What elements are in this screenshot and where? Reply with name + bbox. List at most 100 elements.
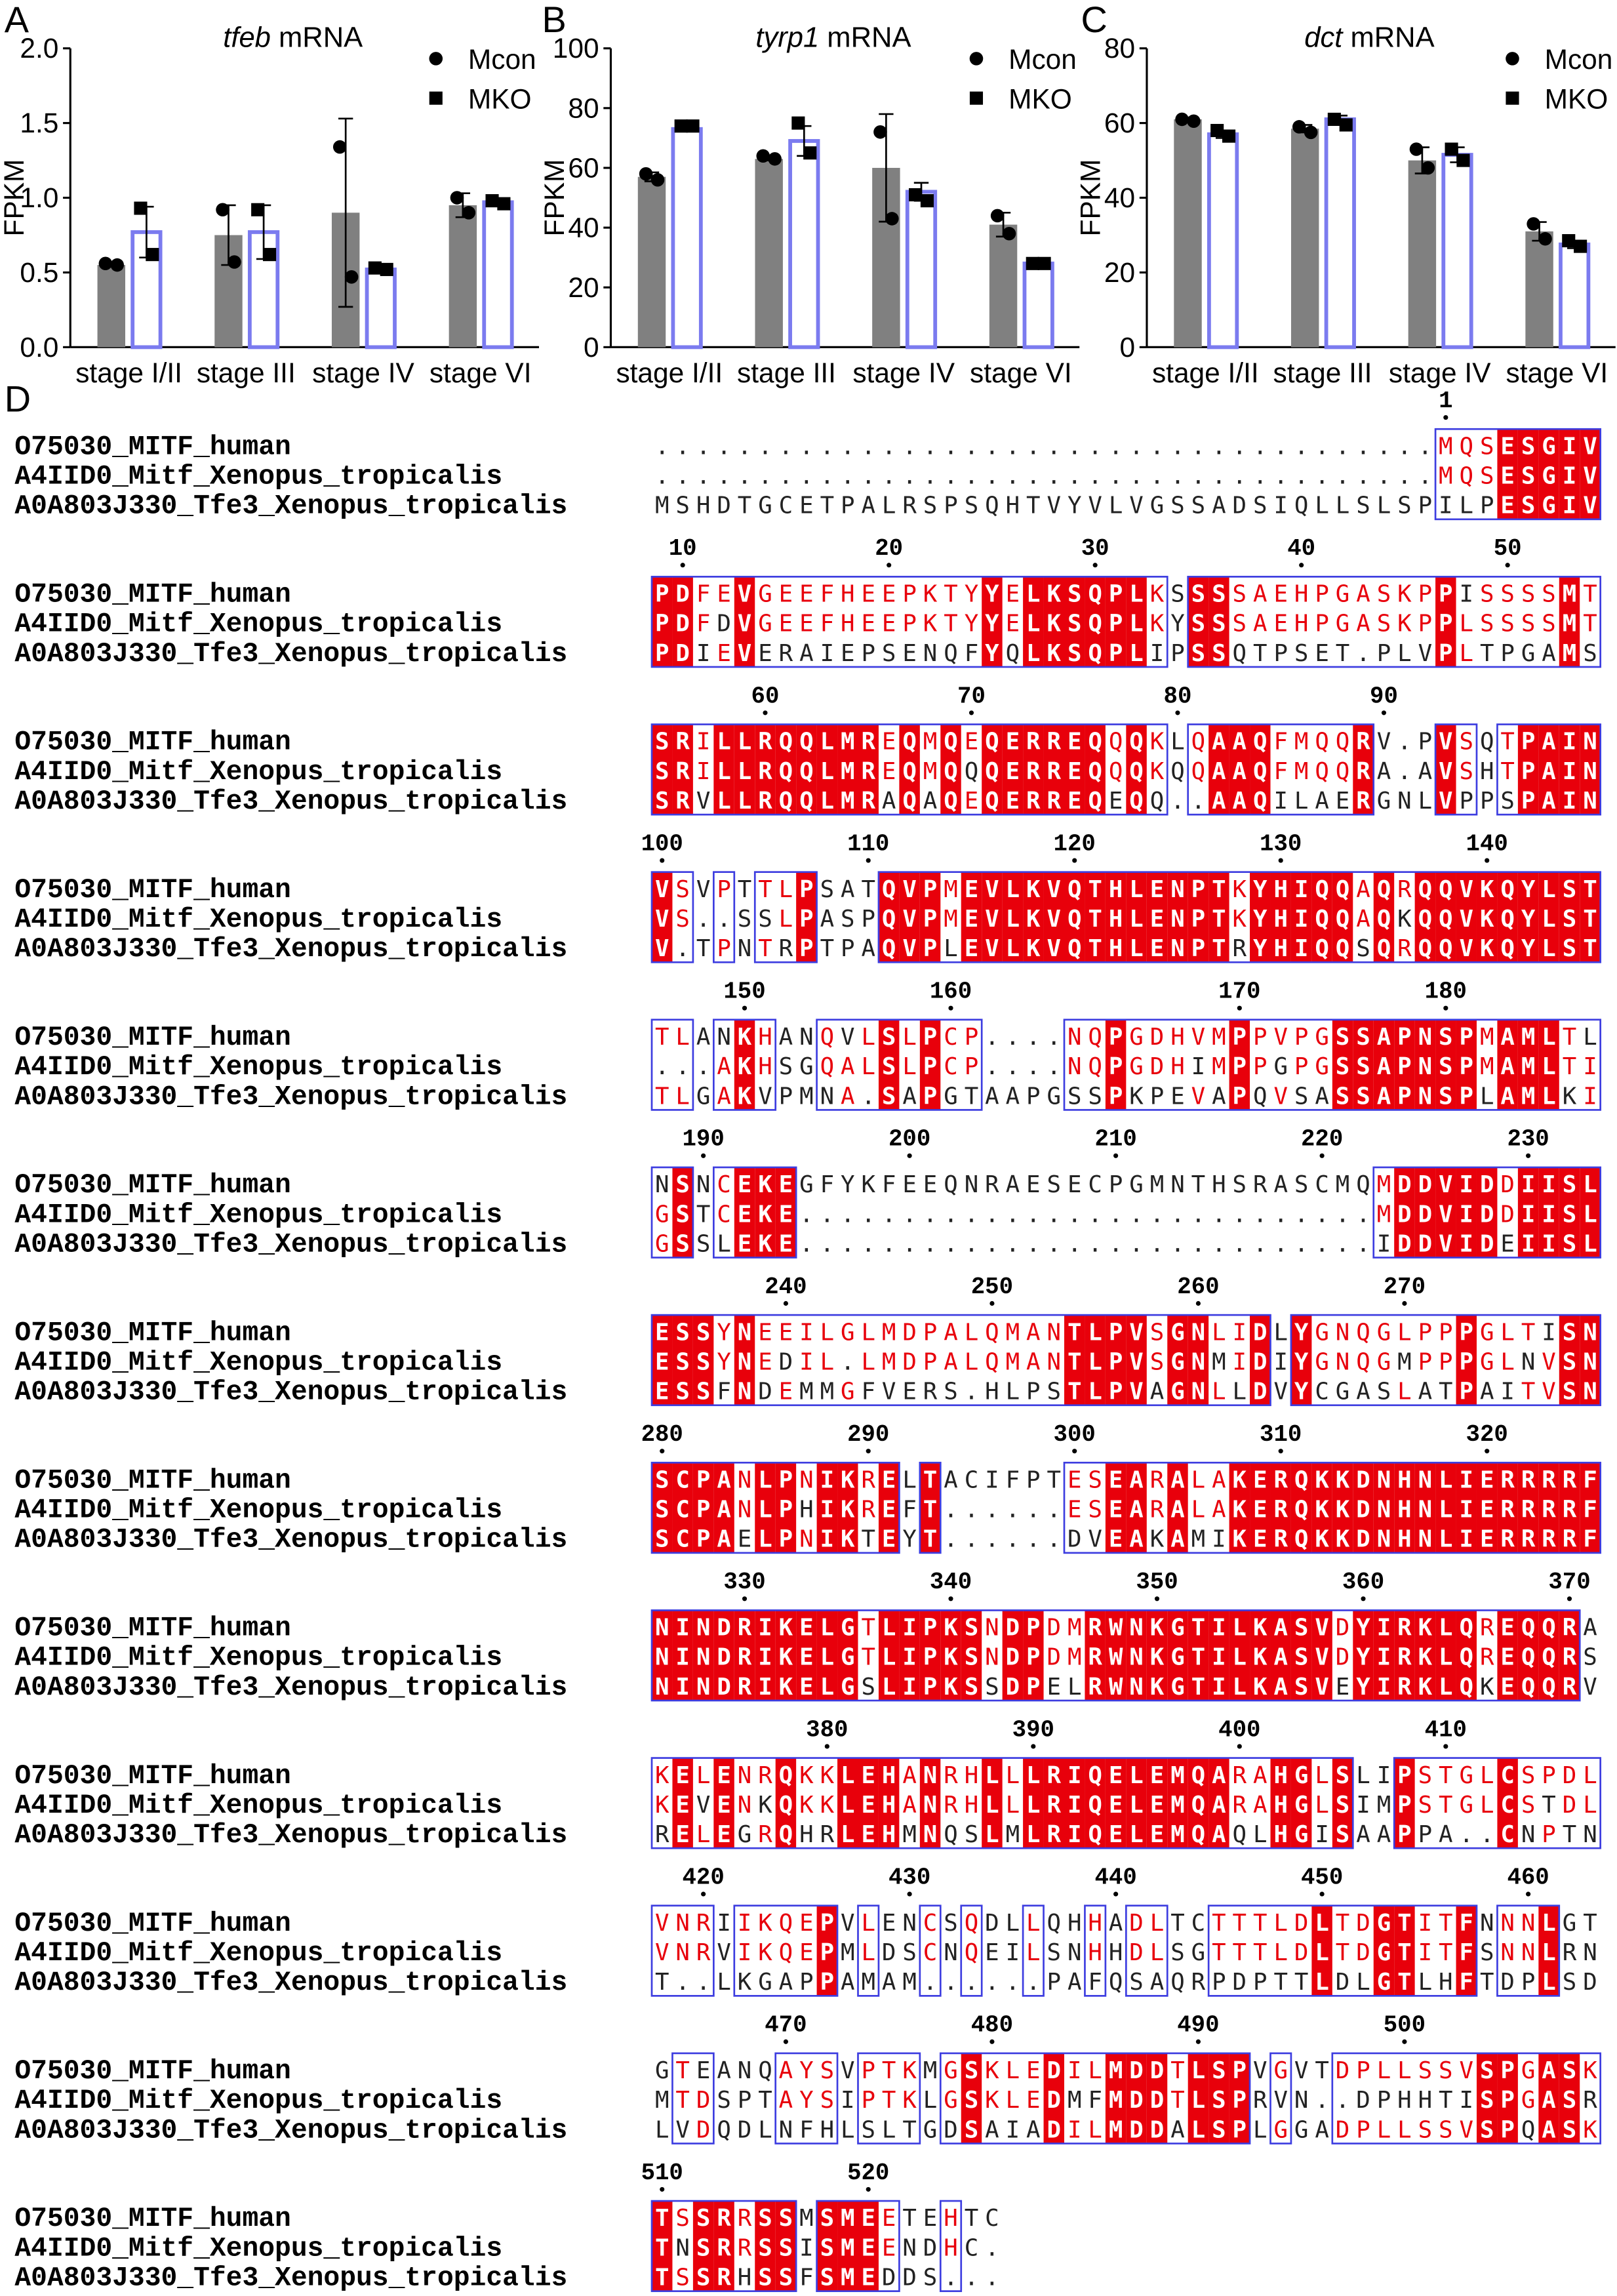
identity-column [1043, 724, 1064, 815]
sequence-name: O75030_MITF_human [14, 1909, 290, 1939]
bar [1022, 261, 1054, 350]
identity-column [755, 1167, 776, 1258]
data-point [332, 140, 347, 154]
ruler-dot [783, 2039, 788, 2044]
identity-column [1002, 724, 1024, 815]
ruler-number: 210 [1094, 1126, 1136, 1153]
ruler-dot [989, 2039, 995, 2044]
identity-column [1250, 1315, 1271, 1405]
identity-column [878, 1610, 900, 1701]
ruler-number: 400 [1218, 1716, 1260, 1743]
identity-column [1517, 1462, 1539, 1553]
ruler-number: 360 [1342, 1569, 1384, 1596]
y-axis-label: FPKM [0, 159, 30, 237]
identity-column [858, 724, 879, 815]
identity-column [1064, 576, 1085, 667]
data-point [1562, 233, 1576, 248]
ruler-dot [660, 2186, 665, 2192]
ruler-number: 310 [1260, 1421, 1302, 1448]
sequence-name: O75030_MITF_human [14, 876, 290, 906]
similarity-box [650, 1018, 694, 1111]
ruler-dot [1381, 710, 1387, 715]
similarity-box [816, 1018, 983, 1111]
sequence-name: A4IID0_Mitf_Xenopus_tropicalis [14, 610, 502, 640]
similarity-box [1372, 1166, 1602, 1259]
identity-column [1126, 1462, 1147, 1553]
ruler-dot [866, 2186, 871, 2192]
identity-column [1435, 1462, 1456, 1553]
sequence-name: O75030_MITF_human [14, 580, 290, 611]
ruler-number: 170 [1218, 978, 1260, 1005]
identity-column [940, 1610, 961, 1701]
identity-column [1105, 1462, 1127, 1553]
y-tick-label: 0.0 [20, 332, 58, 363]
panel-label: C [1081, 0, 1107, 40]
bar [1174, 119, 1202, 348]
legend-label: MKO [1008, 83, 1072, 114]
identity-column [982, 724, 1003, 815]
identity-column [1105, 1315, 1127, 1405]
ruler-dot [1113, 1153, 1119, 1158]
ruler-dot [763, 710, 768, 715]
identity-column [672, 1315, 693, 1405]
data-point [98, 256, 113, 271]
sequence-name: A0A803J330_Tfe3_Xenopus_tropicalis [14, 2116, 567, 2146]
ruler-number: 500 [1384, 2012, 1426, 2039]
data-point [990, 209, 1005, 223]
ruler-number: 30 [1081, 535, 1109, 562]
identity-column [1043, 576, 1064, 667]
bar [1324, 117, 1356, 350]
ruler-number: 320 [1466, 1421, 1508, 1448]
identity-column [1208, 724, 1229, 815]
identity-column [961, 872, 982, 963]
identity-column [1311, 872, 1332, 963]
ruler-number: 300 [1054, 1421, 1096, 1448]
bar [1290, 129, 1319, 348]
panel-label: D [5, 378, 31, 420]
data-point [803, 146, 817, 160]
identity-column [1353, 724, 1374, 815]
data-point [1339, 118, 1353, 132]
identity-column [1290, 1315, 1312, 1405]
ruler-number: 330 [723, 1569, 765, 1596]
similarity-box [650, 1314, 1271, 1407]
identity-column [1414, 1462, 1436, 1553]
ruler-dot [1361, 1596, 1366, 1601]
data-point [1456, 153, 1470, 167]
identity-column [919, 1758, 941, 1849]
identity-column [1085, 1315, 1106, 1405]
identity-column [1538, 429, 1559, 519]
identity-column [1373, 1019, 1395, 1110]
identity-column [1580, 1167, 1601, 1258]
legend-marker [1506, 52, 1519, 66]
identity-column [1167, 1610, 1188, 1701]
ruler-number: 190 [682, 1126, 724, 1153]
identity-column [1538, 872, 1559, 963]
data-point [1327, 112, 1341, 126]
y-tick-label: 80 [568, 92, 599, 123]
x-tick-label: stage I/II [1152, 357, 1259, 388]
identity-column [1270, 1462, 1291, 1553]
identity-column [1229, 724, 1250, 815]
identity-column [1250, 872, 1271, 963]
similarity-box [1290, 1314, 1602, 1407]
chart-title: dct mRNA [1304, 22, 1434, 53]
sequence-name: O75030_MITF_human [14, 1614, 290, 1644]
y-tick-label: 0 [1120, 332, 1136, 363]
ruler-dot [1195, 2039, 1201, 2044]
identity-column [1456, 1315, 1477, 1405]
identity-column [982, 872, 1003, 963]
data-point [920, 194, 934, 208]
legend-marker [1506, 91, 1519, 105]
similarity-box [877, 871, 1602, 963]
identity-column [1208, 872, 1229, 963]
ruler-dot [968, 710, 974, 715]
